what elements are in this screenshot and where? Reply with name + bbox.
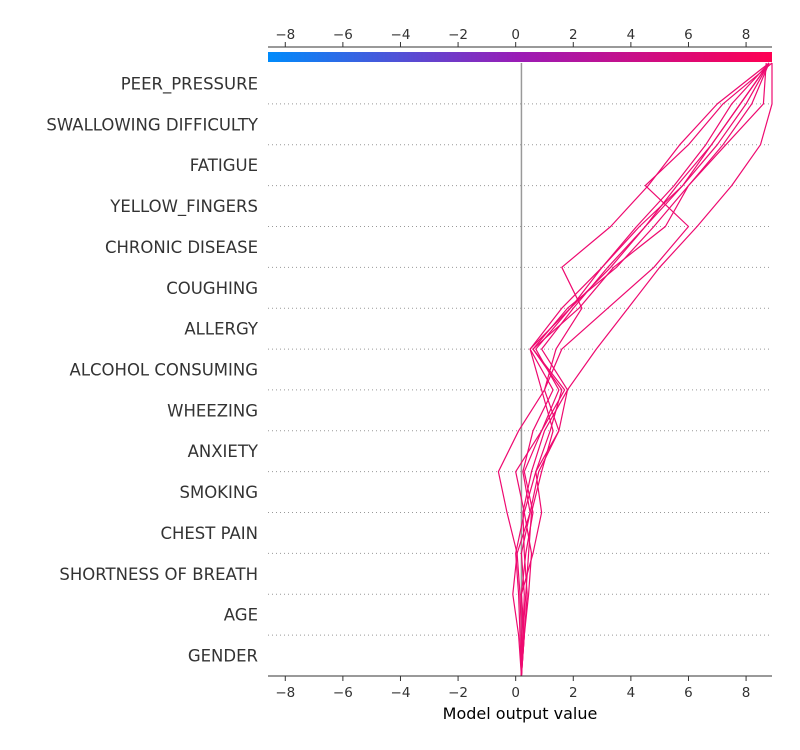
feature-label: SWALLOWING DIFFICULTY <box>46 115 259 134</box>
colorbar <box>268 52 772 62</box>
feature-label: FATIGUE <box>190 156 258 175</box>
feature-label: CHEST PAIN <box>160 524 258 543</box>
feature-label: SHORTNESS OF BREATH <box>59 565 258 584</box>
top-tick-label: 2 <box>569 27 578 43</box>
bottom-tick-label: 0 <box>511 685 520 701</box>
feature-label: ALLERGY <box>184 320 259 339</box>
feature-label: SMOKING <box>179 483 258 502</box>
decision-line-sample-6 <box>521 63 772 676</box>
bottom-axis: −8 −6 −4 −2 0 2 4 6 8 <box>268 676 772 701</box>
decision-line-sample-8 <box>521 63 769 676</box>
bottom-tick-label: −8 <box>275 685 295 701</box>
decision-lines <box>498 63 772 676</box>
top-tick-label: 8 <box>742 27 751 43</box>
top-tick-label: 0 <box>511 27 520 43</box>
feature-label: ALCOHOL CONSUMING <box>70 361 258 380</box>
feature-label: PEER_PRESSURE <box>121 74 258 94</box>
bottom-tick-label: 8 <box>742 685 751 701</box>
bottom-tick-label: 6 <box>684 685 693 701</box>
feature-label: CHRONIC DISEASE <box>105 238 258 257</box>
feature-label: ANXIETY <box>188 442 259 461</box>
feature-label: AGE <box>224 606 258 625</box>
decision-line-sample-7 <box>521 63 769 676</box>
bottom-tick-label: −2 <box>448 685 468 701</box>
x-axis-title: Model output value <box>443 704 598 723</box>
bottom-tick-label: 4 <box>627 685 636 701</box>
decision-line-sample-1 <box>521 63 772 676</box>
bottom-tick-label: −6 <box>333 685 353 701</box>
top-tick-label: 6 <box>684 27 693 43</box>
feature-labels: PEER_PRESSURE SWALLOWING DIFFICULTY FATIGU… <box>46 74 259 665</box>
feature-label: YELLOW_FINGERS <box>109 197 258 217</box>
feature-label: WHEEZING <box>167 401 258 420</box>
feature-label: GENDER <box>188 647 258 666</box>
top-tick-label: −2 <box>448 27 468 43</box>
top-tick-label: −6 <box>333 27 353 43</box>
top-axis: −8 −6 −4 −2 0 2 4 6 8 <box>268 27 772 47</box>
top-tick-label: −4 <box>391 27 411 43</box>
feature-label: COUGHING <box>166 279 258 298</box>
bottom-tick-label: −4 <box>391 685 411 701</box>
decision-line-sample-4 <box>498 63 769 676</box>
top-tick-label: −8 <box>275 27 295 43</box>
bottom-tick-label: 2 <box>569 685 578 701</box>
top-tick-label: 4 <box>627 27 636 43</box>
decision-line-sample-3 <box>521 63 769 676</box>
